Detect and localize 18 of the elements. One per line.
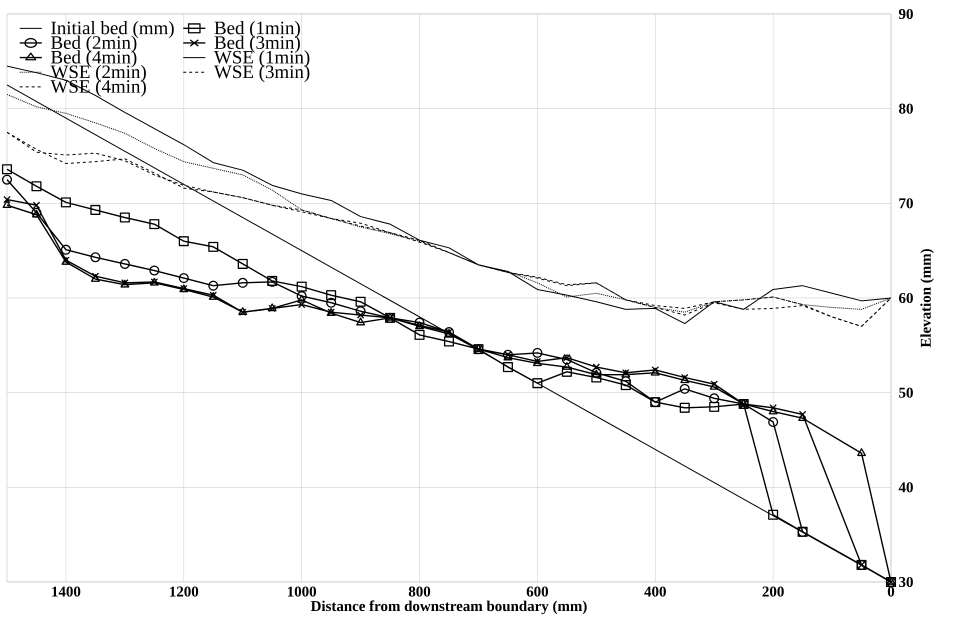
x-tick-label: 1200 <box>170 586 198 597</box>
x-tick-label: 200 <box>762 586 784 597</box>
x-tick-label: 1000 <box>288 586 316 597</box>
x-tick-label: 1400 <box>52 586 80 597</box>
legend-label: WSE (3min) <box>214 64 310 82</box>
x-tick-label: 0 <box>888 586 894 597</box>
y-tick-label: 50 <box>899 388 913 398</box>
y-axis-title: Elevation (mm) <box>920 249 934 348</box>
y-tick-label: 90 <box>898 8 913 20</box>
y-tick-label: 60 <box>899 292 913 304</box>
x-tick-label: 400 <box>644 586 666 597</box>
y-tick-label: 30 <box>899 576 913 588</box>
x-tick-label: 800 <box>408 586 430 597</box>
x-tick-label: 600 <box>526 586 548 597</box>
y-tick-label: 70 <box>899 198 913 208</box>
y-tick-label: 80 <box>899 104 913 114</box>
x-axis-title: Distance from downstream boundary (mm) <box>310 600 587 614</box>
y-tick-label: 40 <box>898 482 913 492</box>
